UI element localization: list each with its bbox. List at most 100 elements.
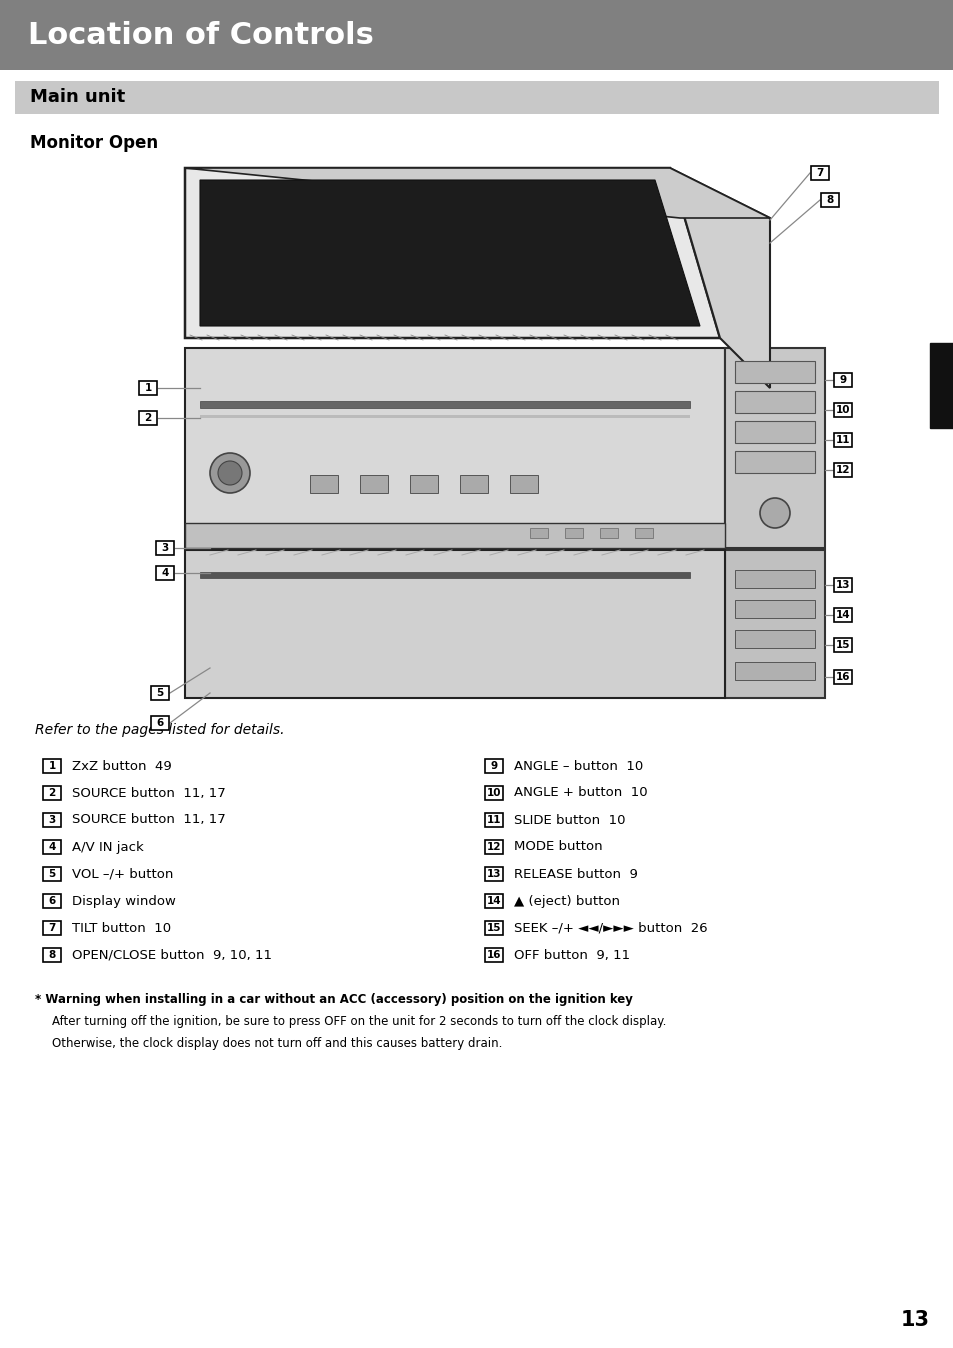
Bar	[734, 630, 814, 648]
Text: Refer to the pages listed for details.: Refer to the pages listed for details.	[35, 723, 284, 737]
Text: A/V IN jack: A/V IN jack	[71, 841, 144, 853]
Text: * Warning when installing in a car without an ACC (accessory) position on the ig: * Warning when installing in a car witho…	[35, 993, 632, 1007]
Text: ANGLE – button  10: ANGLE – button 10	[514, 759, 642, 772]
Text: ▲ (eject) button: ▲ (eject) button	[514, 895, 619, 907]
FancyBboxPatch shape	[833, 670, 851, 683]
FancyBboxPatch shape	[833, 373, 851, 387]
Text: 9: 9	[490, 762, 497, 771]
Text: 11: 11	[486, 816, 500, 825]
FancyBboxPatch shape	[156, 541, 173, 555]
Bar	[564, 528, 582, 538]
FancyBboxPatch shape	[156, 566, 173, 580]
Circle shape	[218, 461, 242, 485]
Bar	[734, 662, 814, 679]
Polygon shape	[669, 168, 769, 388]
Text: ZxZ button  49: ZxZ button 49	[71, 759, 172, 772]
Text: SOURCE button  11, 17: SOURCE button 11, 17	[71, 786, 226, 799]
FancyBboxPatch shape	[833, 638, 851, 652]
Text: 12: 12	[835, 465, 849, 474]
Bar	[185, 523, 724, 549]
Bar	[459, 474, 488, 493]
FancyBboxPatch shape	[833, 578, 851, 592]
Text: 1: 1	[144, 383, 152, 394]
Text: 9: 9	[839, 375, 845, 386]
FancyBboxPatch shape	[43, 948, 61, 962]
FancyBboxPatch shape	[484, 759, 502, 772]
Circle shape	[210, 453, 250, 493]
Bar	[0, 0, 953, 70]
FancyBboxPatch shape	[43, 759, 61, 772]
Text: SOURCE button  11, 17: SOURCE button 11, 17	[71, 813, 226, 826]
FancyBboxPatch shape	[833, 608, 851, 621]
Bar	[734, 421, 814, 443]
Bar	[929, 342, 953, 429]
FancyBboxPatch shape	[151, 716, 169, 731]
Text: Main unit: Main unit	[30, 88, 125, 106]
Text: 10: 10	[835, 404, 849, 415]
Bar	[200, 415, 689, 418]
Bar	[310, 474, 337, 493]
Text: VOL –/+ button: VOL –/+ button	[71, 868, 173, 880]
Text: 3: 3	[49, 816, 55, 825]
Polygon shape	[200, 181, 700, 326]
Text: 7: 7	[816, 168, 822, 178]
FancyBboxPatch shape	[139, 381, 157, 395]
FancyBboxPatch shape	[484, 948, 502, 962]
Text: 10: 10	[486, 789, 500, 798]
Text: 12: 12	[486, 842, 500, 852]
Bar	[510, 474, 537, 493]
Text: Monitor Open: Monitor Open	[30, 133, 158, 152]
Text: 3: 3	[161, 543, 169, 553]
Text: TILT button  10: TILT button 10	[71, 922, 171, 934]
Text: After turning off the ignition, be sure to press OFF on the unit for 2 seconds t: After turning off the ignition, be sure …	[52, 1015, 666, 1029]
Bar	[734, 361, 814, 383]
FancyBboxPatch shape	[43, 813, 61, 828]
Bar	[359, 474, 388, 493]
Text: 14: 14	[486, 896, 500, 906]
Bar	[734, 452, 814, 473]
Bar	[734, 570, 814, 588]
FancyBboxPatch shape	[821, 193, 838, 208]
Bar	[200, 572, 689, 578]
Bar	[185, 550, 724, 698]
Text: 2: 2	[144, 412, 152, 423]
Bar	[724, 348, 824, 549]
Text: 13: 13	[900, 1310, 928, 1330]
Text: 8: 8	[49, 950, 55, 960]
Text: 16: 16	[835, 673, 849, 682]
Text: 15: 15	[835, 640, 849, 650]
Text: Location of Controls: Location of Controls	[28, 20, 374, 50]
Text: MODE button: MODE button	[514, 841, 602, 853]
Bar	[724, 550, 824, 698]
Bar	[200, 400, 689, 408]
Text: 4: 4	[161, 568, 169, 578]
Text: 14: 14	[835, 611, 849, 620]
Circle shape	[760, 497, 789, 528]
FancyBboxPatch shape	[484, 786, 502, 799]
FancyBboxPatch shape	[139, 411, 157, 425]
FancyBboxPatch shape	[43, 840, 61, 855]
Text: 11: 11	[835, 435, 849, 445]
FancyBboxPatch shape	[484, 894, 502, 909]
Text: OPEN/CLOSE button  9, 10, 11: OPEN/CLOSE button 9, 10, 11	[71, 949, 272, 961]
FancyBboxPatch shape	[43, 786, 61, 799]
Polygon shape	[185, 168, 769, 218]
Bar	[635, 528, 652, 538]
Text: Display window: Display window	[71, 895, 175, 907]
FancyBboxPatch shape	[43, 867, 61, 882]
Bar	[530, 528, 547, 538]
FancyBboxPatch shape	[151, 686, 169, 700]
Text: 4: 4	[49, 842, 55, 852]
Text: ANGLE + button  10: ANGLE + button 10	[514, 786, 647, 799]
Text: 8: 8	[825, 195, 833, 205]
FancyBboxPatch shape	[484, 813, 502, 828]
Text: SEEK –/+ ◄◄/►►► button  26: SEEK –/+ ◄◄/►►► button 26	[514, 922, 707, 934]
FancyBboxPatch shape	[43, 894, 61, 909]
FancyBboxPatch shape	[833, 403, 851, 417]
Text: 5: 5	[156, 687, 164, 698]
FancyBboxPatch shape	[43, 921, 61, 936]
FancyBboxPatch shape	[484, 840, 502, 855]
Text: 13: 13	[835, 580, 849, 590]
Text: 6: 6	[156, 718, 164, 728]
Bar	[410, 474, 437, 493]
